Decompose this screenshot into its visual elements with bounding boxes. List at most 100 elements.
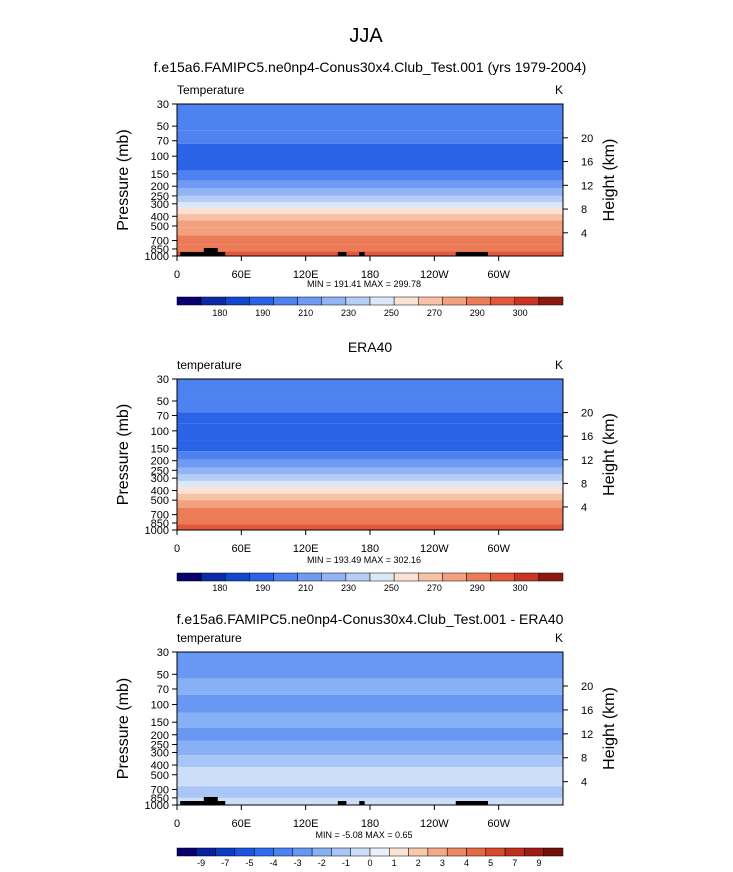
y-right-axis-title: Height (km) [601, 687, 618, 770]
colorbar-swatch [200, 296, 226, 306]
topography-mask [203, 248, 218, 256]
colorbar-swatch [446, 847, 467, 857]
colorbar-label: 7 [512, 858, 517, 868]
contour-band [177, 412, 563, 424]
topography-mask [180, 801, 210, 805]
x-tick-label: 180 [361, 269, 379, 281]
y-tick-label: 70 [157, 410, 169, 422]
colorbar-swatch [249, 296, 274, 306]
y-tick-label: 250 [151, 740, 169, 752]
contour-band [177, 214, 563, 221]
y-tick-label: 250 [151, 465, 169, 477]
y-right-tick-label: 4 [581, 777, 587, 789]
y-tick-label: 150 [151, 443, 169, 455]
contour-band [177, 493, 563, 501]
contour-band [177, 712, 563, 728]
y-tick-label: 70 [157, 684, 169, 696]
contour-band [177, 500, 563, 509]
contour-band [177, 251, 563, 256]
colorbar-swatch [225, 296, 250, 306]
colorbar-label: 210 [298, 308, 313, 318]
colorbar-label: 270 [427, 583, 442, 593]
colorbar-label: 3 [440, 858, 445, 868]
min-max-stats: MIN = -5.08 MAX = 0.65 [315, 830, 412, 840]
colorbar-swatch [176, 572, 202, 582]
y-tick-label: 500 [151, 495, 169, 507]
colorbar-swatch [466, 296, 491, 306]
colorbar-label: 180 [212, 583, 227, 593]
y-tick-label: 30 [157, 647, 169, 659]
contour-band [177, 517, 563, 525]
y-right-tick-label: 20 [581, 133, 593, 145]
colorbar-swatch [369, 296, 395, 306]
contour-band [177, 244, 563, 252]
colorbar-swatch [369, 572, 395, 582]
colorbar-swatch [345, 572, 371, 582]
contour-band [177, 143, 563, 171]
colorbar-swatch [418, 572, 443, 582]
contour-band [177, 227, 563, 236]
contour-band [177, 508, 563, 518]
colorbar-label: -3 [294, 858, 302, 868]
y-right-tick-label: 4 [581, 502, 587, 514]
colorbar-label: 0 [367, 858, 372, 868]
x-tick-label: 120W [420, 269, 449, 281]
y-tick-label: 30 [157, 374, 169, 386]
colorbar-swatch [297, 296, 322, 306]
colorbar-label: 250 [384, 308, 399, 318]
colorbar-label: 5 [488, 858, 493, 868]
panel-title: ERA40 [348, 339, 393, 355]
y-right-tick-label: 20 [581, 681, 593, 693]
y-tick-label: 50 [157, 121, 169, 133]
colorbar-swatch [176, 847, 197, 857]
colorbar-label: 300 [513, 308, 528, 318]
contour-band [177, 767, 563, 787]
main-title: JJA [349, 25, 383, 47]
min-max-stats: MIN = 193.49 MAX = 302.16 [307, 555, 421, 565]
contour-band [177, 235, 563, 245]
colorbar-swatch [504, 847, 525, 857]
contour-band [177, 740, 563, 756]
colorbar-swatch [466, 572, 491, 582]
x-tick-label: 120W [420, 818, 449, 830]
y-axis-title: Pressure (mb) [115, 129, 132, 230]
contour-band [177, 694, 563, 713]
x-tick-label: 120E [293, 818, 319, 830]
y-tick-label: 1000 [145, 251, 169, 263]
y-tick-label: 500 [151, 770, 169, 782]
y-tick-label: 850 [151, 518, 169, 530]
x-tick-label: 0 [174, 543, 180, 555]
colorbar-swatch [393, 572, 419, 582]
panel-model-temperature: f.e15a6.FAMIPC5.ne0np4-Conus30x4.Club_Te… [115, 59, 618, 318]
contour-band [177, 188, 563, 196]
colorbar-swatch [389, 847, 409, 857]
contour-band [177, 797, 563, 805]
y-right-tick-label: 4 [581, 228, 587, 240]
y-tick-label: 250 [151, 191, 169, 203]
contour-band [177, 487, 563, 494]
y-right-tick-label: 12 [581, 455, 593, 467]
colorbar-label: 300 [513, 583, 528, 593]
y-tick-label: 50 [157, 669, 169, 681]
colorbar-swatch [311, 847, 332, 857]
colorbar-swatch [538, 572, 564, 582]
colorbar-swatch [225, 572, 250, 582]
colorbar-swatch [249, 572, 274, 582]
colorbar-swatch [514, 572, 540, 582]
y-tick-label: 850 [151, 793, 169, 805]
colorbar-swatch [418, 296, 443, 306]
x-tick-label: 60W [487, 818, 510, 830]
panel-difference: f.e15a6.FAMIPC5.ne0np4-Conus30x4.Club_Te… [115, 611, 618, 868]
y-axis-title: Pressure (mb) [115, 404, 132, 505]
topography-mask [337, 252, 347, 256]
colorbar-swatch [176, 296, 202, 306]
colorbar-swatch [200, 572, 226, 582]
contour-band [177, 379, 563, 397]
y-tick-label: 200 [151, 181, 169, 193]
colorbar-swatch [442, 572, 467, 582]
y-tick-label: 300 [151, 747, 169, 759]
units-label: K [555, 631, 563, 645]
contour-band [177, 727, 563, 741]
colorbar-swatch [273, 847, 294, 857]
colorbar-swatch [196, 847, 216, 857]
